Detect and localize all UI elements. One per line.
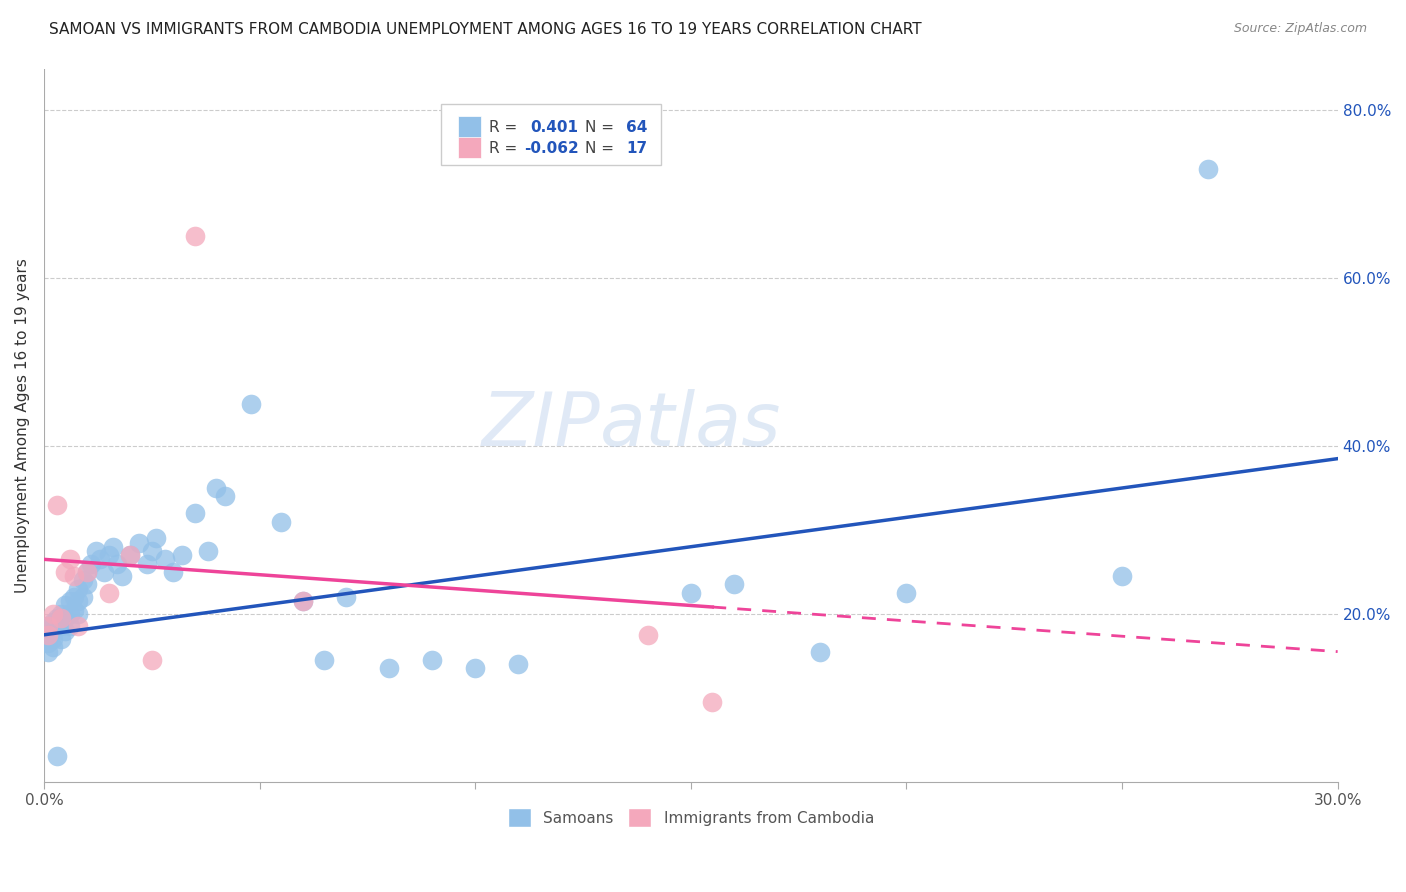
Point [136,557,159,571]
Point [1197,162,1219,177]
Text: atlas: atlas [600,389,782,461]
Bar [458,116,481,137]
Point [420,653,443,667]
Point [89,552,111,566]
Point [93,565,115,579]
Point [120,548,142,562]
Point [37,628,59,642]
Text: N =: N = [585,141,619,155]
Point [637,628,659,642]
Point [105,557,128,571]
Point [76,565,98,579]
Point [41,632,63,646]
Point [45,749,67,764]
Point [63,602,86,616]
Legend: Samoans, Immigrants from Cambodia: Samoans, Immigrants from Cambodia [501,801,882,835]
Point [508,657,530,672]
Point [72,590,94,604]
Point [153,552,176,566]
Point [45,498,67,512]
Point [141,653,163,667]
Point [63,569,86,583]
Point [49,632,72,646]
Point [239,397,262,411]
Point [49,611,72,625]
Point [97,586,120,600]
Point [120,548,142,562]
Point [49,607,72,621]
Point [97,548,120,562]
Point [63,590,86,604]
Point [41,640,63,655]
Text: 64: 64 [626,120,647,136]
Point [80,557,103,571]
Point [291,594,314,608]
Point [808,645,831,659]
FancyBboxPatch shape [441,104,661,165]
Text: SAMOAN VS IMMIGRANTS FROM CAMBODIA UNEMPLOYMENT AMONG AGES 16 TO 19 YEARS CORREL: SAMOAN VS IMMIGRANTS FROM CAMBODIA UNEMP… [49,22,922,37]
Point [76,565,98,579]
Text: R =: R = [489,141,522,155]
Point [59,607,82,621]
Y-axis label: Unemployment Among Ages 16 to 19 years: Unemployment Among Ages 16 to 19 years [15,258,30,592]
Point [67,619,90,633]
Point [41,624,63,638]
Point [41,615,63,630]
Text: 17: 17 [626,141,647,155]
Point [378,661,401,675]
Text: 0.401: 0.401 [530,120,578,136]
Point [37,619,59,633]
Point [291,594,314,608]
Point [141,544,163,558]
Point [59,619,82,633]
Point [59,552,82,566]
Point [45,619,67,633]
Text: N =: N = [585,120,619,136]
Point [464,661,486,675]
Point [162,565,184,579]
Point [55,565,77,579]
Point [197,544,219,558]
Point [37,645,59,659]
Point [145,532,167,546]
Point [84,544,107,558]
Point [101,540,124,554]
Point [37,628,59,642]
Point [679,586,702,600]
Point [76,577,98,591]
Text: Source: ZipAtlas.com: Source: ZipAtlas.com [1233,22,1367,36]
Point [55,611,77,625]
Point [67,594,90,608]
Bar [458,136,481,158]
Point [37,636,59,650]
Point [270,515,292,529]
Point [37,619,59,633]
Point [1111,569,1133,583]
Point [314,653,336,667]
Point [896,586,918,600]
Point [55,599,77,613]
Point [214,490,236,504]
Point [702,695,724,709]
Point [335,590,357,604]
Point [110,569,132,583]
Point [723,577,745,591]
Point [59,594,82,608]
Point [49,619,72,633]
Point [205,481,228,495]
Point [45,611,67,625]
Point [67,582,90,596]
Point [67,607,90,621]
Point [184,506,207,520]
Point [184,229,207,244]
Text: R =: R = [489,120,522,136]
Point [72,574,94,588]
Point [55,624,77,638]
Point [170,548,193,562]
Text: ZIP: ZIP [481,389,600,461]
Point [41,607,63,621]
Text: -0.062: -0.062 [524,141,579,155]
Point [128,535,150,549]
